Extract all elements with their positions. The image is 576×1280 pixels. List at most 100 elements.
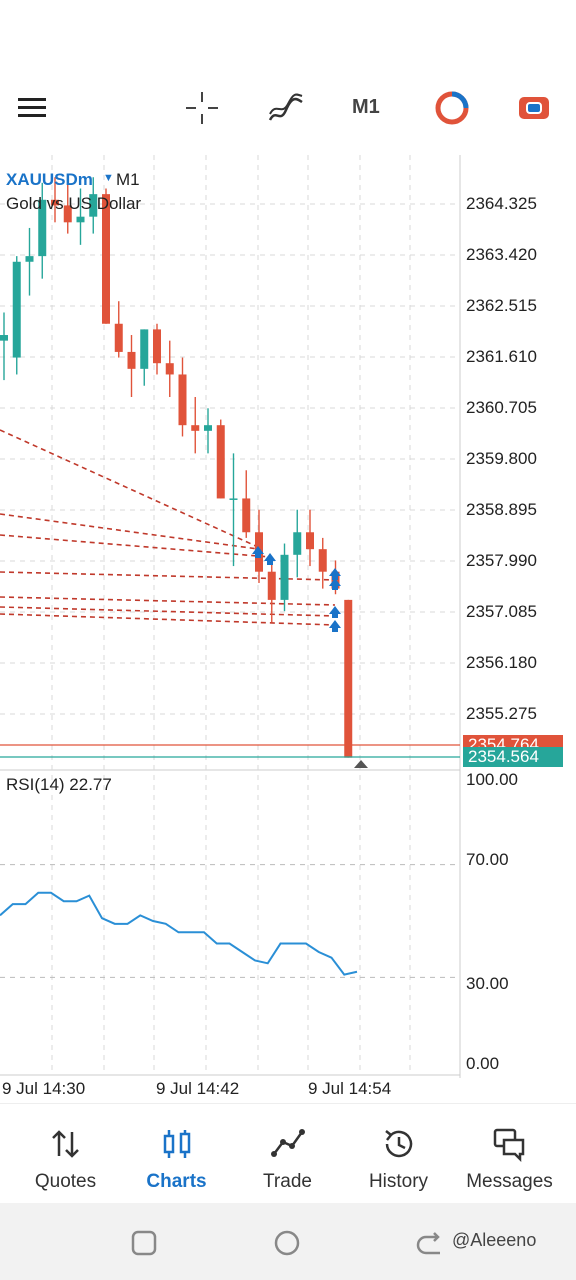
timeframe-selector[interactable]: M1 [352,96,380,118]
price-tick-label: 2358.895 [466,500,537,519]
crosshair-icon[interactable] [182,88,222,128]
chart-toolbar: M1 [0,0,576,155]
rsi-tick-label: 0.00 [466,1054,500,1073]
buy-arrow-icon [329,568,341,576]
nav-label: Messages [466,1171,553,1192]
nav-history[interactable]: History [341,1104,456,1204]
time-tick-label: 9 Jul 14:30 [2,1079,86,1098]
candle-body [12,261,21,358]
trade-colors-icon[interactable] [432,88,472,128]
nav-quotes[interactable]: Quotes [8,1104,123,1204]
trade-line [0,613,336,626]
current-bar-marker [354,760,368,768]
trade-icon [270,1129,305,1157]
nav-trade[interactable]: Trade [230,1104,345,1204]
candle-body [25,256,34,262]
nav-label: Charts [146,1171,207,1192]
rsi-tick-label: 70.00 [466,850,509,869]
buy-arrow-stem [332,613,338,618]
watermark-text: @Aleeeno [452,1230,537,1250]
buy-arrow-stem [267,560,273,565]
nav-messages[interactable]: Messages [452,1104,567,1204]
time-tick-label: 9 Jul 14:42 [156,1079,240,1098]
trade-line [0,534,271,558]
price-tick-label: 2356.180 [466,653,537,672]
candle-body [216,425,225,499]
nav-label: Quotes [34,1171,97,1192]
price-tick-label: 2363.420 [466,245,537,264]
candle-body [178,374,187,426]
candle-body [229,498,238,500]
buy-arrow-icon [329,620,341,628]
chart-background [0,155,576,1103]
candle-body [89,194,98,217]
symbol-dropdown-icon[interactable]: ▼ [103,172,114,184]
candle-body [306,532,314,550]
trade-line [0,429,259,548]
symbol-description: Gold vs US Dollar [6,194,142,213]
candle-body [38,199,47,257]
candle-body [344,599,353,758]
symbol-timeframe: M1 [116,170,140,189]
time-tick-label: 9 Jul 14:54 [308,1079,392,1098]
history-icon [384,1130,412,1158]
symbol-name[interactable]: XAUUSDm [6,170,93,189]
candle-body [102,194,110,324]
buy-arrow-icon [329,578,341,586]
chart-settings-icon[interactable] [514,88,554,128]
nav-charts[interactable]: Charts [119,1104,234,1204]
price-tick-label: 2357.990 [466,551,537,570]
buy-arrow-stem [332,585,338,590]
trade-line [0,571,336,581]
price-tick-label: 2355.275 [466,704,537,723]
rsi-title: RSI(14) 22.77 [6,775,112,794]
bottom-navigation: Quotes Charts Trade History Messages [0,1103,576,1204]
candle-body [76,216,85,223]
rsi-tick-label: 100.00 [466,770,518,789]
candle-body [204,425,212,431]
messages-icon [493,1128,524,1162]
candle-body [191,425,200,431]
candle-body [140,329,149,369]
recents-icon[interactable] [130,1229,158,1257]
price-tick-label: 2362.515 [466,296,537,315]
buy-arrow-stem [332,575,338,580]
candle-body [153,329,161,364]
candle-body [51,199,59,206]
nav-label: Trade [263,1171,312,1192]
buy-arrow-stem [255,553,261,558]
home-icon[interactable] [273,1229,301,1257]
candle-body [293,532,302,555]
back-icon[interactable] [416,1229,444,1257]
rsi-line [0,891,358,976]
candle-body [267,571,276,600]
chart-canvas[interactable] [0,155,576,1103]
price-tick-label: 2361.610 [466,347,537,366]
price-tick-label: 2364.325 [466,194,537,213]
nav-label: History [368,1171,429,1192]
charts-icon [163,1130,190,1158]
candle-body [127,351,136,369]
trade-line [0,513,259,550]
candle-body [63,205,72,223]
candle-body [165,363,174,375]
price-tick-label: 2360.705 [466,398,537,417]
buy-arrow-icon [329,606,341,614]
trade-line [0,606,336,617]
price-tick-label: 2357.085 [466,602,537,621]
buy-arrow-icon [264,553,276,561]
bid-price-tag: 2354.564 [463,747,563,767]
system-navigation-bar [0,1203,576,1280]
menu-icon[interactable] [12,88,52,128]
candle-body [114,323,123,352]
candle-body [318,549,327,572]
trade-line [0,596,336,606]
indicators-icon[interactable] [266,88,306,128]
buy-arrow-stem [332,627,338,632]
rsi-tick-label: 30.00 [466,974,509,993]
candle-body [0,335,8,341]
candle-body [280,554,289,600]
candle-body [242,498,251,533]
buy-arrow-icon [252,546,264,554]
price-tick-label: 2359.800 [466,449,537,468]
